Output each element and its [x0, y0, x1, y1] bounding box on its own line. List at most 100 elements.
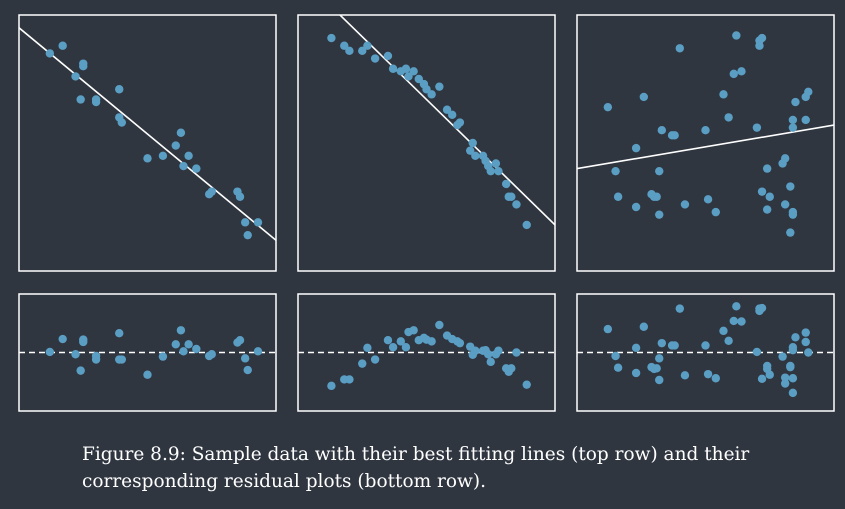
data-point — [115, 85, 124, 94]
data-point — [791, 333, 800, 342]
data-point — [404, 72, 413, 81]
panel-frame — [576, 14, 835, 272]
data-point — [655, 375, 664, 385]
data-point — [788, 343, 798, 352]
data-point — [388, 64, 398, 73]
data-point — [327, 33, 336, 43]
data-point — [171, 141, 180, 150]
data-point — [184, 340, 193, 349]
data-point — [45, 347, 55, 357]
data-point — [603, 324, 613, 334]
data-point — [345, 46, 354, 56]
data-point — [240, 218, 250, 227]
data-point — [788, 123, 798, 132]
data-point — [192, 164, 201, 173]
data-point — [631, 143, 641, 153]
data-point — [791, 97, 800, 107]
data-point — [522, 380, 531, 389]
data-point — [370, 355, 380, 364]
panel-frame — [18, 14, 277, 272]
data-point — [171, 340, 180, 349]
data-point — [71, 72, 80, 81]
data-point — [655, 166, 664, 176]
data-point — [91, 351, 101, 361]
data-point — [176, 128, 186, 137]
data-point — [801, 115, 810, 125]
data-point — [786, 182, 795, 191]
data-point — [79, 335, 88, 344]
data-point — [179, 161, 188, 171]
data-point — [701, 126, 710, 135]
data-point — [468, 138, 477, 148]
figure-caption: Figure 8.9: Sample data with their best … — [82, 444, 750, 492]
data-point — [117, 118, 127, 127]
data-point — [471, 346, 480, 355]
panel-frame — [18, 293, 277, 412]
data-point — [631, 368, 641, 378]
data-point — [786, 228, 795, 237]
data-point — [345, 375, 354, 384]
data-point — [76, 366, 85, 375]
data-point — [778, 352, 787, 361]
data-point — [176, 326, 186, 335]
data-point — [370, 54, 380, 63]
data-point — [780, 379, 790, 388]
data-point — [724, 113, 733, 122]
data-point — [675, 304, 684, 313]
data-point — [192, 344, 201, 354]
data-point — [243, 365, 252, 375]
fit-line — [577, 124, 834, 170]
data-point — [383, 51, 393, 61]
data-point — [786, 362, 795, 372]
data-point — [631, 343, 641, 353]
data-point — [388, 343, 398, 352]
data-point — [358, 359, 367, 368]
data-point — [613, 363, 623, 372]
data-point — [675, 44, 684, 53]
data-point — [442, 105, 452, 114]
data-point — [757, 187, 767, 196]
data-point — [631, 202, 641, 212]
data-point — [427, 337, 436, 346]
scatter-panel-3 — [576, 14, 835, 272]
scatter-panel-2 — [297, 14, 556, 272]
data-point — [115, 328, 124, 338]
data-point — [737, 317, 746, 326]
scatter-panel-1 — [18, 14, 277, 272]
data-point — [652, 192, 661, 201]
data-point — [45, 49, 55, 58]
data-point — [363, 41, 372, 50]
data-point — [788, 388, 798, 398]
data-point — [512, 348, 521, 357]
data-point — [207, 350, 216, 359]
data-point — [732, 31, 741, 40]
data-point — [507, 364, 516, 373]
data-point — [762, 164, 772, 173]
data-point — [486, 166, 495, 176]
data-point — [58, 41, 67, 50]
data-point — [396, 337, 405, 346]
data-point — [752, 347, 762, 357]
data-point — [711, 374, 720, 383]
data-point — [235, 192, 245, 201]
panel-frame — [576, 293, 835, 412]
data-point — [58, 334, 67, 344]
data-point — [184, 151, 193, 160]
data-point — [512, 200, 521, 209]
data-point — [79, 61, 88, 71]
data-point — [757, 303, 767, 313]
data-point — [801, 328, 810, 337]
data-point — [657, 126, 667, 135]
data-point — [703, 369, 713, 379]
data-point — [522, 220, 531, 230]
data-point — [435, 320, 444, 330]
data-point — [701, 341, 710, 350]
data-point — [652, 364, 661, 373]
data-point — [507, 192, 516, 201]
data-point — [486, 357, 495, 367]
data-point — [780, 154, 790, 163]
data-point — [448, 110, 457, 120]
residual-panel-2 — [297, 293, 556, 412]
data-point — [465, 146, 475, 155]
